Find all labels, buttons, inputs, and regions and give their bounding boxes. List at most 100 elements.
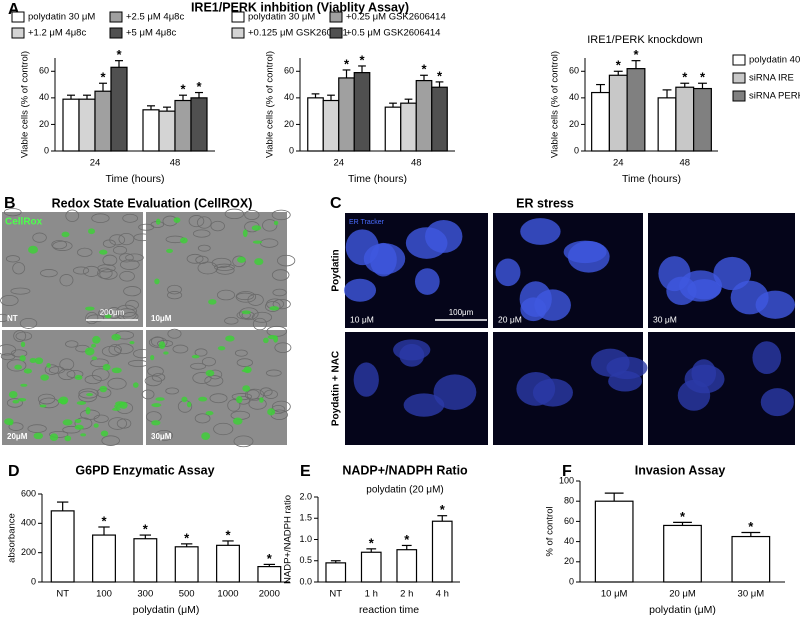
green-cell [155,218,161,225]
cell-outline [44,364,60,375]
cell-outline [59,358,75,371]
y-tick-label: 60 [284,66,294,76]
error-bar [358,65,366,73]
bar [400,102,417,152]
error-bar [222,540,234,546]
significance-star: * [700,70,706,85]
error-bar [99,82,107,92]
bar [338,77,355,152]
bar [94,90,112,152]
cell-outline [235,291,257,303]
chart-title: IRE1/PERK knockdown [587,34,703,46]
green-cell [242,229,248,238]
cell-outline [271,269,290,281]
cell-outline [262,219,278,232]
bar [133,538,158,583]
y-axis-label: NADP+/NADPH ratio [283,495,294,584]
cell-outline [78,388,99,399]
green-cell [8,390,18,399]
bar [608,74,628,152]
significance-star: * [116,47,122,62]
legend-label: +0.125 μM GSK260641 [248,28,348,39]
cell-outline [251,311,273,323]
bar [626,68,646,152]
bar [693,87,712,152]
green-cell [163,351,169,355]
cell-outline [59,274,74,287]
green-cell [20,341,26,348]
bar [78,98,96,152]
green-cell [64,435,72,442]
scale-label: 200μm [100,308,125,317]
y-tick-label: 0.5 [299,555,312,565]
cell-outline [87,314,105,323]
cell-outline [101,345,122,357]
cell-outline [119,270,135,282]
bar [216,544,240,583]
green-cell [12,399,20,404]
error-bar [67,94,75,100]
error-bar [263,563,276,567]
y-tick-label: 1.5 [299,513,312,523]
cell-outline [113,245,128,255]
cell-outline [234,349,248,357]
green-cell [237,256,246,263]
error-bar [163,106,171,112]
cell-outline [77,247,93,257]
legend-swatch [329,11,343,23]
cell-outline [10,349,28,358]
cell-outline [154,429,174,442]
column-label: 30 μM [653,314,677,324]
cell-outline [224,316,239,325]
cell-outline [114,343,134,355]
panel-letter: D [8,463,20,480]
significance-star: * [680,509,686,524]
cell-outline [141,389,155,400]
cell-outline [213,422,234,436]
bar [384,106,402,152]
green-cell [29,357,37,363]
blue-cell [532,378,573,407]
green-cell [269,306,280,311]
bar [110,66,128,152]
green-cell [61,231,70,238]
x-axis-label: Time (hours) [622,173,681,185]
significance-star: * [437,68,443,83]
green-cell [201,432,211,441]
row-label: Poydatin + NAC [331,351,342,426]
significance-star: * [748,519,754,534]
green-cell [151,420,161,426]
significance-star: * [404,532,410,547]
cell-outline [148,336,168,348]
green-cell [28,245,38,254]
bar [657,97,677,152]
green-cell [205,369,215,377]
green-cell [198,396,208,402]
y-tick-label: 60 [39,66,49,76]
blue-cell [414,268,440,295]
blue-cell [399,343,425,367]
green-cell [166,248,173,253]
green-cell [74,418,82,424]
blue-cell [433,374,477,410]
error-bar [139,534,152,539]
error-bar [115,60,123,68]
cell-outline [248,398,267,410]
cell-outline [119,253,134,263]
cell-outline [274,342,292,353]
x-tick-label: NT [56,589,69,600]
green-cell [74,374,83,380]
green-cell [205,410,214,416]
y-tick-label: 60 [569,66,579,76]
cell-outline [91,213,110,224]
significance-star: * [369,535,375,550]
legend-swatch [109,27,123,39]
column-label: 20 μM [498,314,522,324]
bar [158,110,176,152]
green-cell [49,433,59,442]
bar [591,91,610,152]
cell-outline [197,261,218,275]
cell-outline [186,253,204,264]
blue-cell [344,278,377,302]
